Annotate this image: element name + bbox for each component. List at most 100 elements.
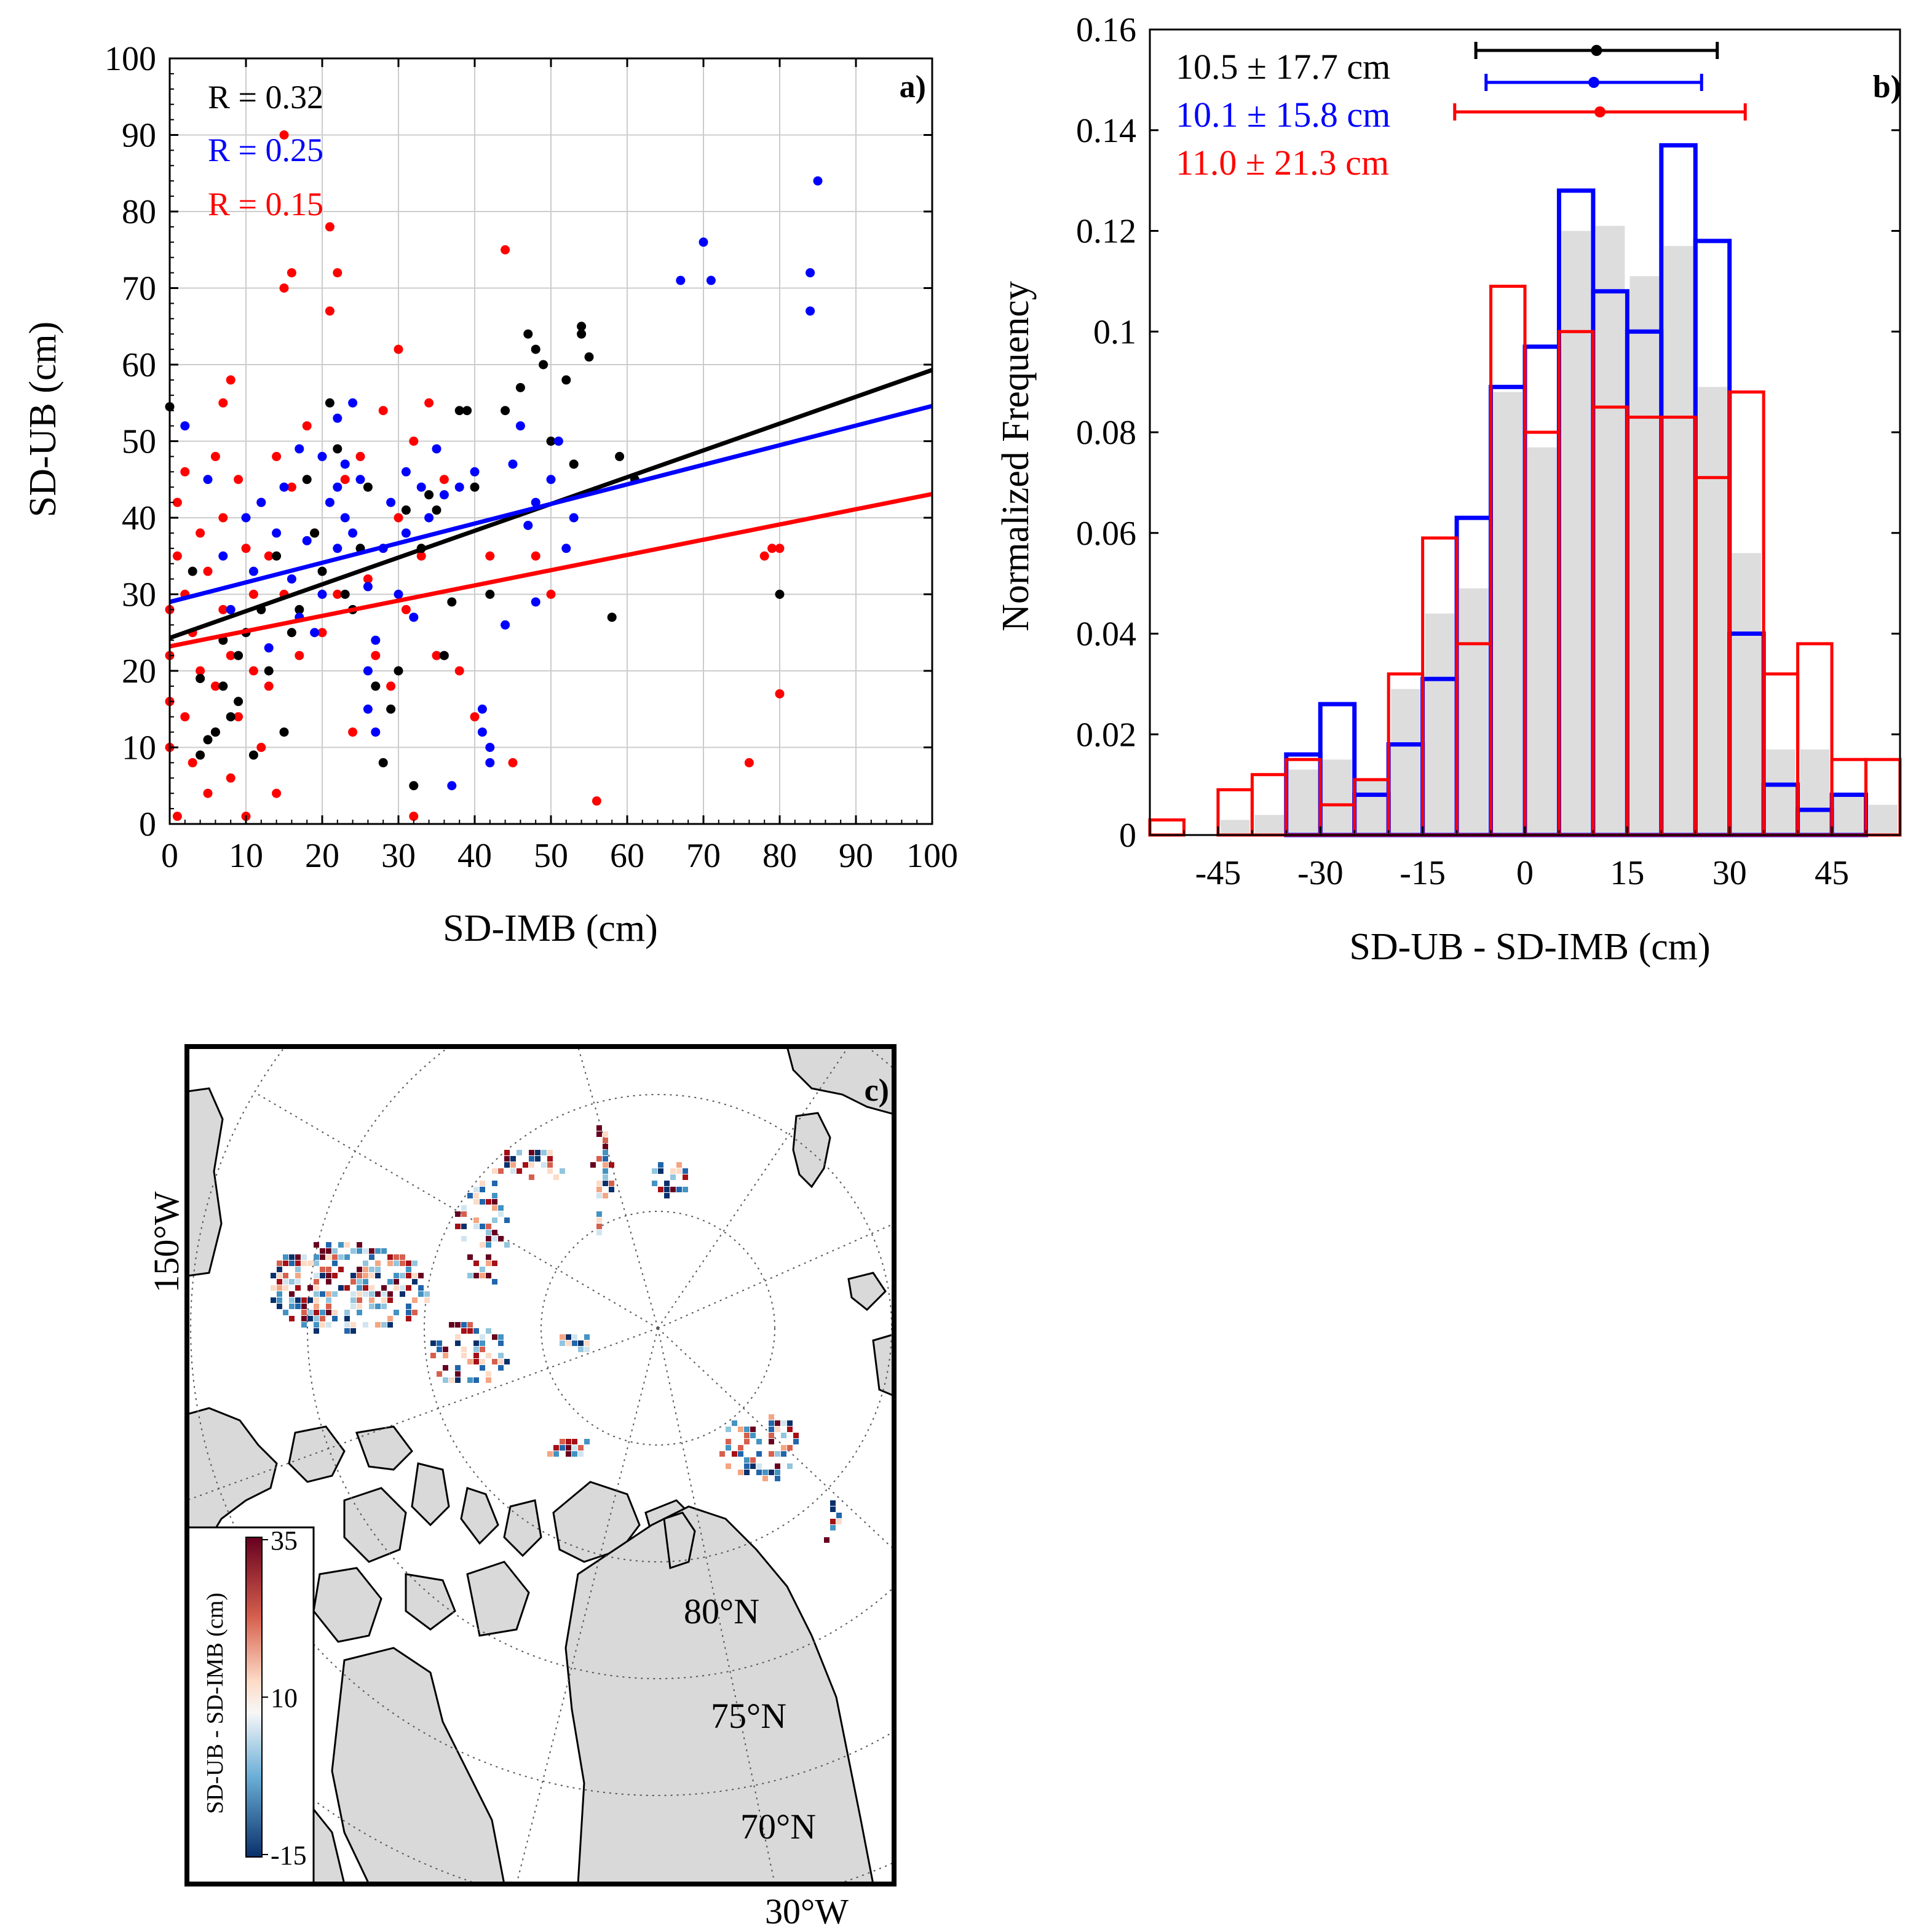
point-black	[569, 459, 579, 469]
map-pixel	[473, 1273, 479, 1278]
map-pixel	[455, 1334, 461, 1340]
point-black	[577, 322, 587, 331]
map-pixel	[461, 1236, 467, 1241]
point-red	[378, 406, 388, 416]
map-pixel	[480, 1267, 485, 1272]
map-pixel	[824, 1537, 829, 1543]
panel-a-ticks: 0 10 20 30 40 50 60 70 80 90 100 0 10 20 30 40 50 60 70 80 9…	[105, 40, 958, 875]
map-pixel	[473, 1353, 479, 1358]
point-black	[523, 329, 533, 339]
point-blue	[515, 421, 525, 431]
bar-all	[1254, 815, 1284, 835]
lat-label-75: 75°N	[711, 1696, 786, 1736]
map-pixel	[301, 1261, 307, 1266]
point-red	[234, 712, 243, 722]
point-blue	[485, 758, 495, 767]
point-blue	[317, 451, 327, 461]
map-pixel	[283, 1273, 288, 1278]
map-pixel	[830, 1525, 836, 1530]
map-pixel	[295, 1297, 301, 1303]
map-pixel	[344, 1242, 350, 1248]
map-pixel	[504, 1162, 510, 1168]
map-pixel	[492, 1230, 497, 1235]
map-pixel	[338, 1267, 344, 1272]
lon-label-30w: 30°W	[765, 1891, 849, 1931]
point-black	[615, 451, 625, 461]
point-black	[546, 437, 556, 446]
map-pixel	[326, 1273, 331, 1278]
map-pixel	[430, 1340, 436, 1346]
map-pixel	[326, 1310, 331, 1315]
map-pixel	[541, 1162, 547, 1168]
point-red	[775, 544, 785, 553]
y-tick-label: 0.1	[1093, 313, 1136, 351]
point-black	[248, 750, 258, 760]
point-red	[394, 513, 403, 523]
map-pixel	[295, 1273, 301, 1278]
point-red	[210, 681, 220, 691]
point-red	[759, 551, 769, 561]
map-pixel	[523, 1162, 528, 1168]
map-pixel	[473, 1187, 479, 1192]
point-black	[279, 727, 289, 737]
point-blue	[485, 743, 495, 752]
point-blue	[355, 475, 365, 485]
point-blue	[256, 497, 266, 507]
map-pixel	[676, 1168, 682, 1174]
map-pixel	[492, 1217, 497, 1223]
map-pixel	[363, 1322, 368, 1328]
map-pixel	[547, 1451, 553, 1457]
map-pixel	[473, 1377, 479, 1383]
map-pixel	[289, 1279, 295, 1285]
point-red	[348, 727, 358, 737]
bar-all	[1663, 246, 1693, 835]
map-pixel	[473, 1224, 479, 1229]
map-pixel	[750, 1427, 756, 1432]
y-tick-label: 80	[122, 193, 156, 231]
point-black	[333, 444, 342, 454]
y-tick-label: 50	[122, 423, 156, 461]
bar-all	[1323, 759, 1352, 835]
map-pixel	[750, 1463, 756, 1469]
map-pixel	[830, 1500, 836, 1506]
point-blue	[401, 467, 411, 477]
panel-a-fit-lines	[168, 368, 933, 649]
map-pixel	[793, 1433, 799, 1438]
map-pixel	[320, 1310, 325, 1315]
map-pixel	[541, 1150, 547, 1155]
bar-all	[1698, 387, 1727, 835]
point-black	[539, 360, 548, 370]
map-pixel	[350, 1291, 356, 1297]
map-pixel	[726, 1463, 731, 1469]
x-tick-label: 100	[906, 837, 958, 875]
map-pixel	[332, 1273, 338, 1278]
y-tick-label: 40	[122, 499, 156, 537]
map-pixel	[744, 1427, 750, 1432]
panel-b-label: b)	[1873, 69, 1901, 105]
map-pixel	[769, 1451, 774, 1457]
map-pixel	[498, 1168, 504, 1174]
map-pixel	[301, 1254, 307, 1260]
bar-all	[1595, 226, 1625, 835]
map-pixel	[326, 1291, 331, 1297]
map-pixel	[363, 1285, 368, 1291]
bar-all	[1288, 769, 1318, 835]
map-pixel	[787, 1463, 793, 1469]
x-tick-label: 90	[839, 837, 873, 875]
map-pixel	[326, 1279, 331, 1285]
map-pixel	[357, 1279, 362, 1285]
map-pixel	[400, 1273, 405, 1278]
map-pixel	[455, 1371, 461, 1377]
map-pixel	[332, 1310, 338, 1315]
point-black	[515, 382, 525, 392]
map-pixel	[437, 1347, 442, 1352]
map-pixel	[572, 1334, 577, 1340]
map-pixel	[566, 1445, 571, 1451]
point-blue	[523, 520, 533, 530]
panel-a-r-red: R = 0.15	[208, 186, 323, 223]
map-pixel	[603, 1162, 608, 1168]
map-pixel	[326, 1304, 331, 1309]
map-pixel	[603, 1193, 608, 1198]
map-pixel	[344, 1310, 350, 1315]
point-red	[767, 544, 777, 553]
